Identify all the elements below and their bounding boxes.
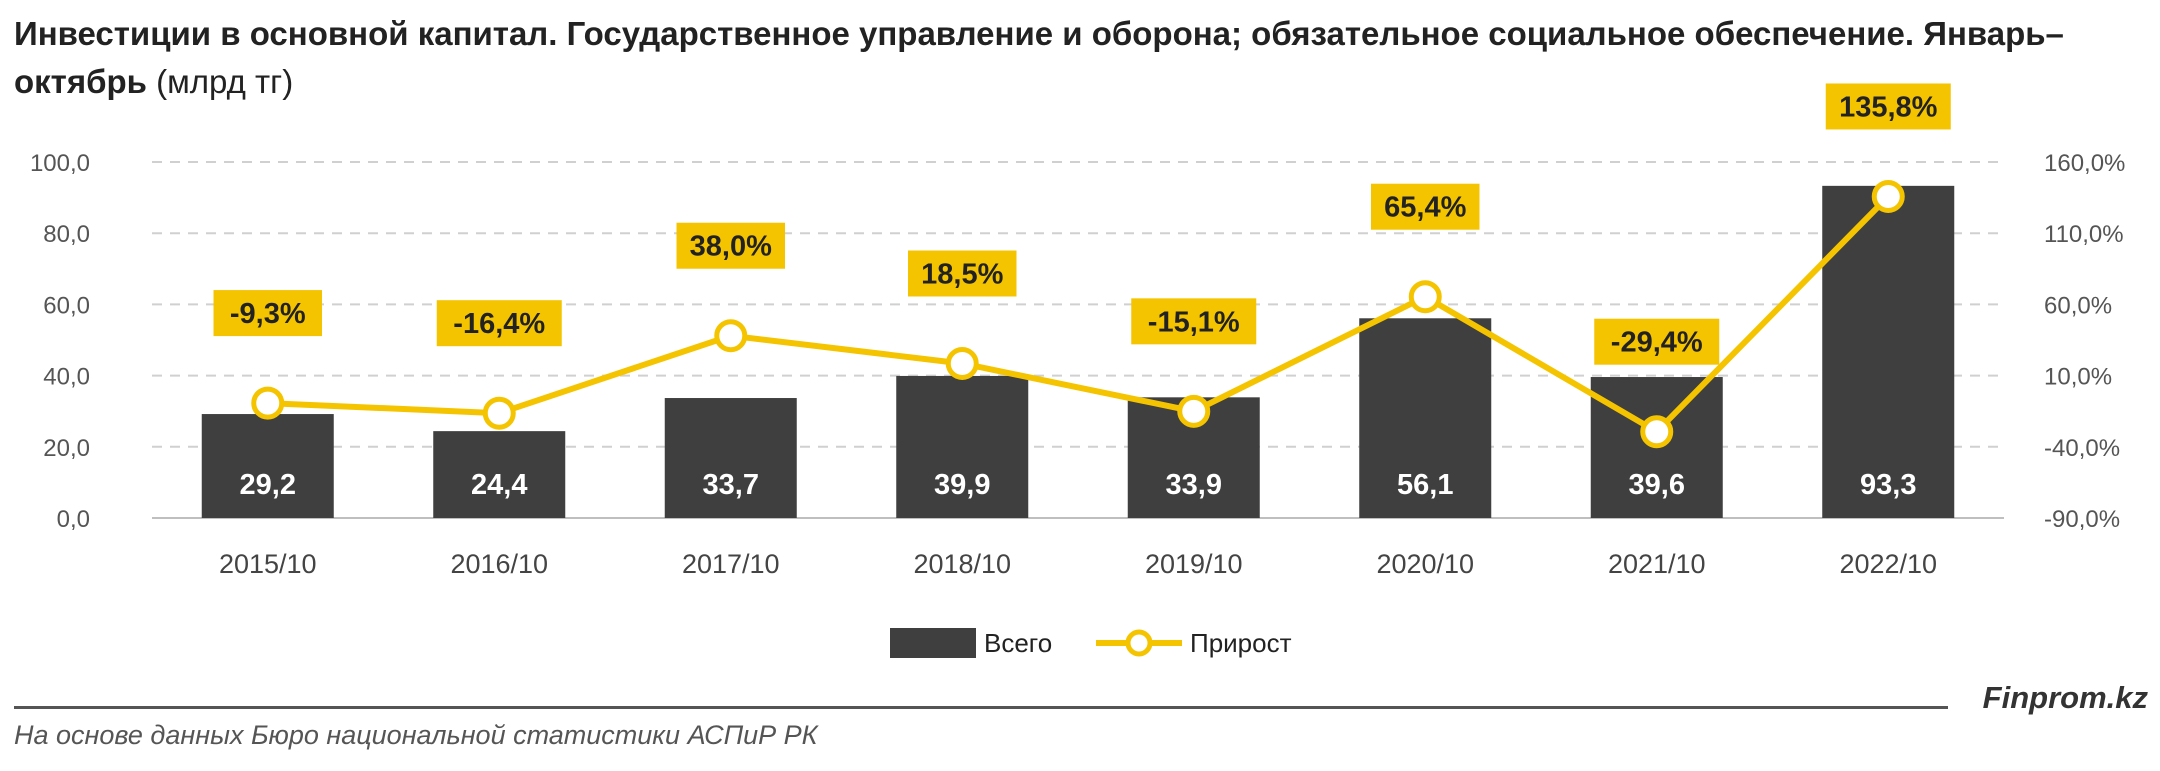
legend-swatch-total [890,628,976,658]
growth-label-box [1825,83,1951,130]
legend-swatch-growth-marker [1125,629,1153,657]
y-left-tick-label: 80,0 [43,221,90,248]
chart-title: Инвестиции в основной капитал. Государст… [14,10,2134,106]
growth-label-box [1371,183,1480,230]
growth-marker [251,386,285,420]
legend-label-total: Всего [984,628,1052,658]
chart-title-main: Инвестиции в основной капитал. Государст… [14,15,2064,100]
y-right-tick-label: 60,0% [2044,292,2112,319]
y-right-tick-label: 110,0% [2044,221,2124,248]
y-left-tick-label: 0,0 [57,506,90,533]
bar [1359,318,1492,518]
bar [201,414,334,518]
combo-chart: 0,0 20,0 40,0 60,0 80,0 100,0 -90,0% -40,0% 10,… [30,83,2125,658]
y-left-tick-label: 100,0 [30,150,90,177]
growth-value-label: -15,1% [1148,306,1240,338]
growth-marker [482,396,516,430]
bar-value-label: 93,3 [1860,469,1916,501]
bar [896,375,1029,518]
legend-label-growth: Прирост [1190,628,1292,658]
growth-marker [945,346,979,380]
legend: Всего Прирост [890,628,1292,658]
bar-value-label: 29,2 [240,469,296,501]
growth-label-box [1594,318,1720,365]
bar-value-label: 24,4 [471,469,527,501]
growth-marker [714,319,748,353]
chart-title-unit: (млрд тг) [156,63,294,100]
bar-value-label: 33,9 [1166,469,1222,501]
growth-label-box [436,300,562,347]
x-tick-label: 2021/10 [1608,549,1706,579]
bar-value-label: 39,6 [1629,469,1685,501]
x-tick-label: 2017/10 [682,549,780,579]
growth-value-label: -9,3% [230,298,306,330]
bar-value-label: 56,1 [1397,469,1453,501]
source-note: На основе данных Бюро национальной стати… [14,720,818,750]
y-right-tick-label: -40,0% [2044,435,2120,462]
gridlines [152,161,2004,519]
bar [664,398,797,518]
growth-label-box [213,290,322,337]
growth-value-label: -29,4% [1611,327,1703,359]
y-left-tick-label: 60,0 [43,292,90,319]
y-left-tick-label: 20,0 [43,435,90,462]
footer-divider [14,706,1948,709]
growth-value-label: -16,4% [453,308,545,340]
y-right-tick-label: 10,0% [2044,364,2112,391]
growth-label-box [908,250,1017,297]
y-axis-left: 0,0 20,0 40,0 60,0 80,0 100,0 [30,150,90,533]
x-tick-label: 2022/10 [1839,549,1937,579]
x-tick-label: 2016/10 [450,549,548,579]
x-tick-label: 2020/10 [1376,549,1474,579]
y-right-tick-label: 160,0% [2044,150,2125,177]
growth-label-box [676,222,785,269]
bar-value-label: 33,7 [703,469,759,501]
growth-marker [1408,280,1442,314]
x-axis: 2015/10 2016/10 2017/10 2018/10 2019/10 2020/… [219,549,1937,579]
growth-value-label: 18,5% [921,258,1003,290]
growth-marker [1177,394,1211,428]
bar-series: 29,2 24,4 33,7 39,9 33,9 56,1 39,6 93,3 [201,185,1955,519]
x-tick-label: 2015/10 [219,549,317,579]
growth-value-label: 38,0% [690,231,772,263]
bar [433,431,566,518]
growth-marker [1871,179,1905,213]
y-axis-right: -90,0% -40,0% 10,0% 60,0% 110,0% 160,0% [2044,150,2125,533]
growth-value-label: 135,8% [1839,91,1938,123]
x-tick-label: 2019/10 [1145,549,1243,579]
brand-logo: Finprom.kz [1982,680,2148,715]
bar-value-label: 39,9 [934,469,990,501]
x-tick-label: 2018/10 [913,549,1011,579]
growth-label-box [1131,298,1257,345]
y-left-tick-label: 40,0 [43,364,90,391]
growth-value-label: 65,4% [1384,192,1466,224]
growth-line [267,194,1891,435]
growth-marker [1640,415,1674,449]
line-series: -9,3% -16,4% 38,0% 18,5% -15,1% 65,4% -29,4% 13… [213,83,1951,449]
y-right-tick-label: -90,0% [2044,506,2120,533]
